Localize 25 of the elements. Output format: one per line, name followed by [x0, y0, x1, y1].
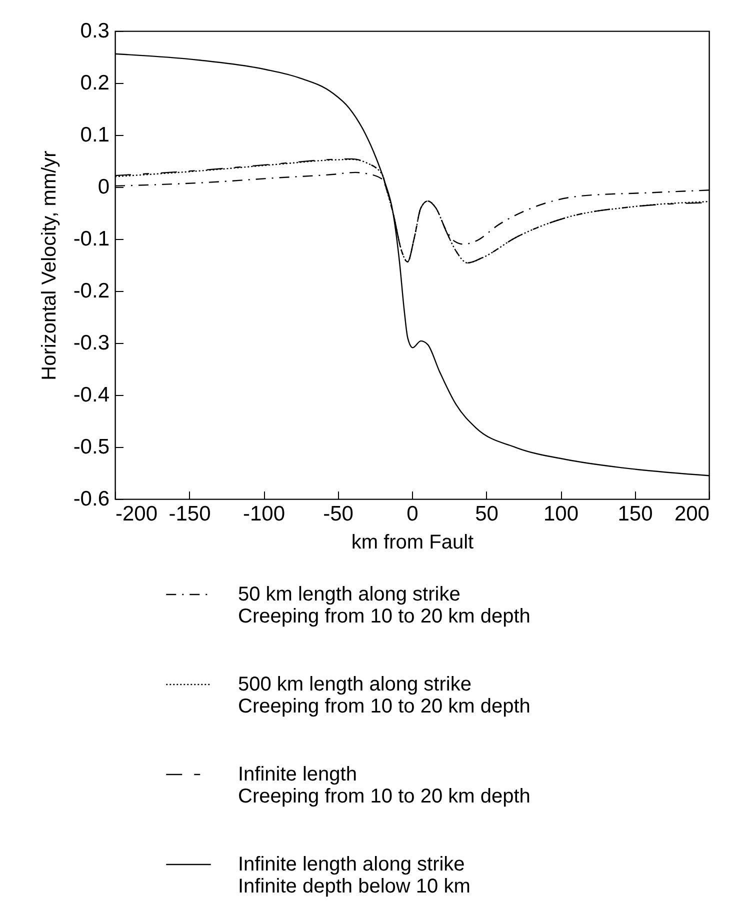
y-tick-label: -0.2	[73, 280, 110, 302]
y-tick-label: 0.1	[80, 124, 110, 146]
y-tick-label: -0.1	[73, 228, 110, 250]
y-tick-label: -0.6	[73, 488, 110, 510]
x-tick-label: -200	[116, 502, 158, 526]
x-axis-title: km from Fault	[351, 532, 474, 554]
legend-label: 500 km length along strike Creeping from 10 to 20 km depth	[238, 674, 530, 718]
x-tick-label: -50	[323, 502, 354, 526]
y-tick-label: 0.2	[80, 72, 110, 94]
x-tick-label: 150	[618, 502, 653, 526]
x-tick-label: -100	[242, 502, 286, 526]
x-tick-label: 0	[406, 502, 418, 526]
y-axis-title: Horizontal Velocity, mm/yr	[38, 150, 60, 380]
y-tick-label: -0.3	[73, 332, 110, 354]
x-tick-label: -150	[168, 502, 211, 526]
y-tick-label: 0.3	[80, 20, 110, 42]
x-tick-label: 200	[674, 502, 710, 526]
y-tick-label: 0	[98, 176, 110, 198]
legend-label: Infinite length Creeping from 10 to 20 km depth	[238, 764, 530, 808]
y-tick-label: -0.5	[73, 436, 110, 458]
x-tick-label: 50	[475, 502, 498, 526]
legend-label: Infinite length along strike Infinite depth below 10 km	[238, 854, 470, 898]
legend-label: 50 km length along strike Creeping from 10 to 20 km depth	[238, 584, 530, 628]
x-tick-label: 100	[543, 502, 579, 526]
y-tick-label: -0.4	[73, 384, 110, 406]
